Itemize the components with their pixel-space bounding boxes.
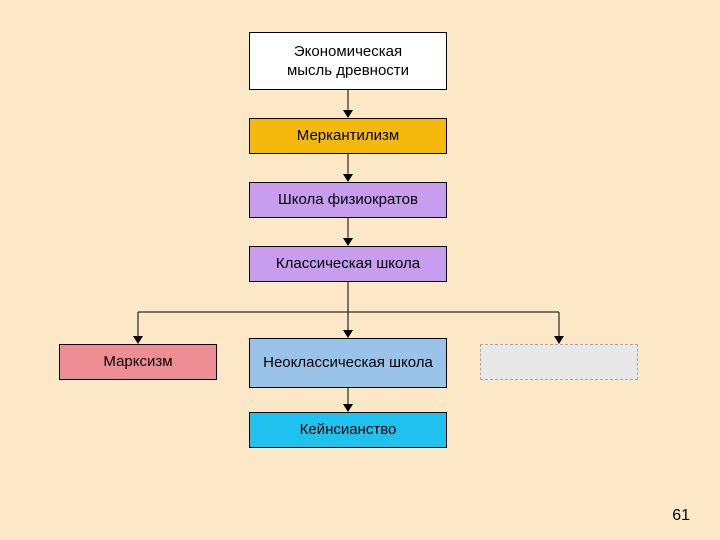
box-marx: Марксизм: [59, 344, 217, 380]
box-empty: [480, 344, 638, 380]
box-neoclassic: Неоклассическая школа: [249, 338, 447, 388]
box-classic-label: Классическая школа: [276, 254, 420, 274]
box-neoclassic-label: Неоклассическая школа: [263, 353, 433, 373]
page-number: 61: [672, 507, 690, 525]
box-ancient-label: Экономическая мысль древности: [287, 42, 409, 81]
box-physio: Школа физиократов: [249, 182, 447, 218]
box-mercant: Меркантилизм: [249, 118, 447, 154]
box-mercant-label: Меркантилизм: [297, 126, 399, 146]
box-keynes: Кейнсианство: [249, 412, 447, 448]
box-marx-label: Марксизм: [103, 352, 172, 372]
box-physio-label: Школа физиократов: [278, 190, 418, 210]
box-classic: Классическая школа: [249, 246, 447, 282]
box-ancient: Экономическая мысль древности: [249, 32, 447, 90]
box-keynes-label: Кейнсианство: [300, 420, 397, 440]
